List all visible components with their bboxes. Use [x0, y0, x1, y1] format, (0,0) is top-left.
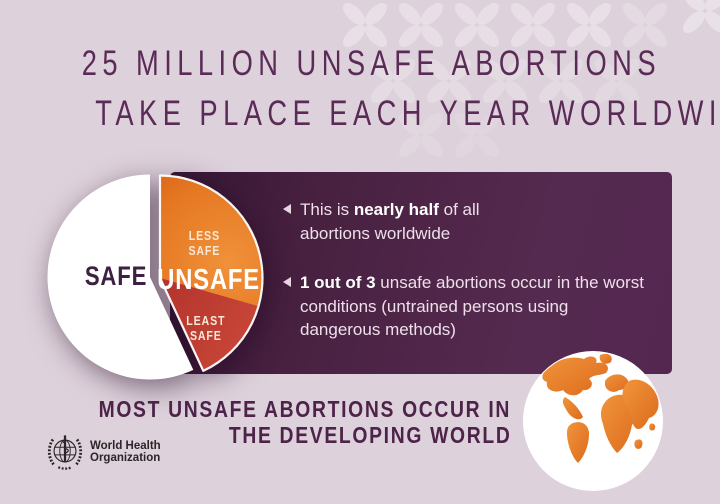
bullet-item: This is nearly half of all abortions wor…: [283, 198, 663, 245]
bullet-text: This is nearly half of all abortions wor…: [300, 200, 480, 243]
pie-wedge-unsafe: [158, 174, 264, 372]
pie-slice-safe: [47, 174, 194, 380]
bullet-text: 1 out of 3 unsafe abortions occur in the…: [300, 273, 644, 339]
footer-line-2: THE DEVELOPING WORLD: [228, 422, 511, 448]
footer-caption: MOST UNSAFE ABORTIONS OCCUR IN THE DEVEL…: [20, 396, 511, 448]
bullet-item: 1 out of 3 unsafe abortions occur in the…: [283, 271, 663, 342]
page-title: 25 MILLION UNSAFE ABORTIONS TAKE PLACE E…: [0, 40, 720, 138]
left-triangle-bullet-icon: [283, 277, 291, 287]
least-safe-slice-label: LEAST SAFE: [186, 313, 226, 343]
less-safe-slice-label: LESS SAFE: [188, 228, 220, 258]
title-line-1: 25 MILLION UNSAFE ABORTIONS: [81, 44, 661, 83]
pie-slice-least-safe: [160, 278, 259, 371]
who-name-line-2: Organization: [90, 452, 161, 464]
left-triangle-bullet-icon: [283, 204, 291, 214]
globe-icon: [523, 351, 663, 491]
who-name-line-1: World Health: [90, 439, 161, 452]
who-logo-text: World Health Organization: [90, 440, 161, 465]
unsafe-slice-label: UNSAFE: [157, 264, 261, 296]
who-emblem-icon: [47, 435, 83, 470]
callout-bullets: This is nearly half of all abortions wor…: [283, 198, 663, 342]
title-line-2: TAKE PLACE EACH YEAR WORLDWIDE: [95, 94, 720, 133]
safe-slice-label: SAFE: [84, 261, 148, 291]
who-logo: World Health Organization: [46, 433, 161, 471]
footer-line-1: MOST UNSAFE ABORTIONS OCCUR IN: [98, 396, 511, 422]
